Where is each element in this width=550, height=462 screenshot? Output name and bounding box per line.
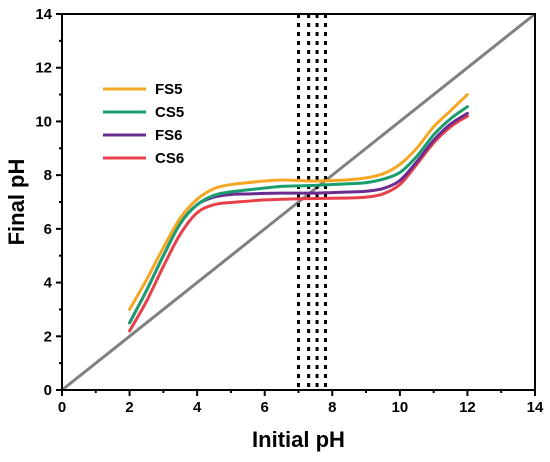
series-line-cs5	[128, 105, 469, 325]
x-tick-label: 0	[58, 399, 66, 416]
x-tick-label: 8	[328, 399, 336, 416]
legend-label-fs5: FS5	[155, 81, 183, 98]
legend: FS5 CS5 FS6 CS6	[103, 81, 184, 167]
y-tick-label: 8	[44, 167, 52, 184]
x-tick-label: 6	[261, 399, 269, 416]
x-tick-label: 4	[193, 399, 202, 416]
x-axis-title: Initial pH	[252, 427, 345, 452]
reference-diagonal-line	[61, 12, 536, 392]
y-tick-label: 10	[35, 113, 52, 130]
legend-label-fs6: FS6	[155, 127, 183, 144]
x-tick-label: 14	[527, 399, 544, 416]
y-tick-label: 2	[44, 328, 52, 345]
plot-marks	[61, 12, 536, 392]
y-tick-label: 0	[44, 382, 52, 399]
series-line-cs6	[128, 114, 469, 333]
axis-ticks: 0 2 4 6 8 10 12 14 0 2 4 6 8 10 12 14	[35, 6, 544, 416]
y-tick-label: 4	[44, 275, 53, 292]
series-line-fs5	[128, 93, 469, 311]
y-tick-label: 14	[35, 6, 52, 23]
x-tick-label: 2	[125, 399, 133, 416]
y-tick-label: 12	[35, 60, 52, 77]
y-axis-title: Final pH	[4, 159, 29, 246]
legend-label-cs6: CS6	[155, 150, 184, 167]
y-tick-label: 6	[44, 221, 52, 238]
x-tick-label: 10	[392, 399, 409, 416]
legend-label-cs5: CS5	[155, 104, 184, 121]
x-tick-label: 12	[459, 399, 476, 416]
